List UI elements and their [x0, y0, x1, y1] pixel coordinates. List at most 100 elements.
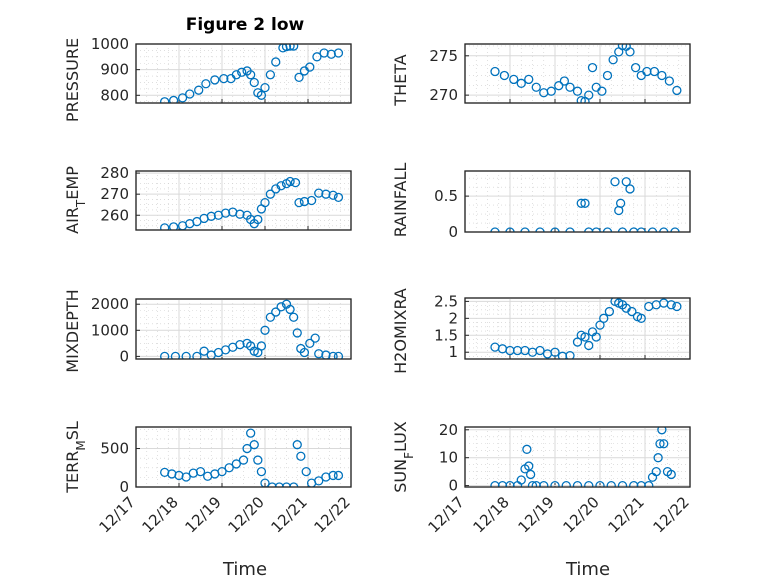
theta-data-point	[531, 82, 541, 92]
mixdepth-panel: 0 1000 2000 MIXDEPTH	[63, 289, 352, 373]
terr-msl-data-point	[249, 440, 259, 450]
pressure-y-tick-label: 1000	[91, 35, 129, 53]
air-temp-data-point	[306, 195, 317, 206]
h2omixra-y-tick-label: 1	[448, 343, 458, 361]
sun-flux-ylabel: SUNFLUX	[391, 421, 416, 493]
sun-flux-data-point	[606, 480, 616, 487]
terr-msl-data-point	[281, 482, 292, 487]
theta-data-point	[649, 66, 660, 77]
mixdepth-data-point	[314, 349, 324, 359]
terr-msl-ylabel-rest: SL	[63, 421, 82, 440]
mixdepth-data-point	[276, 302, 286, 312]
terr-msl-ylabel-sub: M	[74, 440, 88, 450]
mixdepth-data-point	[199, 346, 209, 356]
h2omixra-data-point	[584, 340, 594, 351]
pressure-data-point	[177, 93, 188, 103]
air-temp-axes-border	[135, 170, 352, 231]
terr-msl-data-point	[238, 455, 249, 465]
theta-data-point	[516, 78, 526, 88]
pressure-y-tick-label: 900	[100, 61, 129, 79]
h2omixra-points	[490, 298, 682, 359]
terr-msl-panel: 0 500 12/17 12/18 12/19 12/20 12/21 12/22	[96, 426, 354, 536]
terr-msl-data-point	[242, 443, 252, 454]
mixdepth-data-point	[235, 340, 245, 350]
air-temp-y-tick-label: 260	[100, 206, 129, 224]
sun-flux-data-point	[655, 439, 665, 449]
rainfall-data-point	[670, 227, 680, 232]
air-temp-data-point	[299, 196, 310, 207]
mixdepth-data-point	[328, 351, 338, 359]
air-temp-y-tick-label: 280	[100, 164, 129, 182]
sun-flux-x-tick-label: 12/17	[425, 493, 468, 536]
sun-flux-data-point	[617, 480, 628, 487]
rainfall-data-point	[647, 227, 658, 232]
theta-data-point	[602, 70, 613, 81]
air-temp-ylabel-main: AIR	[63, 207, 82, 234]
mixdepth-data-point	[310, 333, 320, 343]
h2omixra-data-point	[672, 301, 682, 312]
rainfall-data-point	[520, 227, 530, 232]
h2omixra-axes-border	[464, 297, 691, 360]
terr-msl-y-tick-label: 0	[119, 478, 129, 496]
air-temp-data-point	[235, 209, 245, 219]
terr-msl-data-point	[333, 470, 344, 481]
h2omixra-data-point	[627, 306, 637, 317]
h2omixra-data-point	[591, 332, 601, 342]
terr-msl-x-tick-label: 12/20	[225, 493, 268, 536]
pressure-data-point	[249, 77, 259, 88]
mixdepth-data-point	[192, 351, 202, 359]
sun-flux-axes-border	[464, 426, 691, 488]
sun-flux-data-point	[651, 467, 661, 477]
air-temp-data-point	[333, 192, 344, 202]
h2omixra-y-tick-label: 2.5	[434, 292, 458, 310]
h2omixra-data-point	[604, 306, 615, 317]
sun-flux-data-point	[539, 480, 549, 487]
pressure-data-point	[260, 82, 270, 93]
sun-flux-data-point	[653, 453, 663, 463]
rainfall-data-point	[625, 184, 635, 194]
theta-data-point	[617, 44, 628, 51]
terr-msl-data-point	[224, 463, 234, 473]
sun-flux-data-point	[527, 480, 538, 487]
h2omixra-panel: 11.522.5 H2OMIXRA	[391, 288, 691, 374]
terr-msl-data-point	[217, 466, 227, 477]
rainfall-points	[490, 177, 680, 232]
air-temp-data-point	[294, 197, 304, 208]
mixdepth-y-tick-label: 2000	[91, 295, 129, 313]
sun-flux-x-tick-label: 12/18	[470, 493, 513, 536]
terr-msl-data-point	[253, 455, 263, 465]
terr-msl-data-point	[314, 476, 324, 486]
air-temp-data-point	[328, 190, 338, 200]
sun-flux-x-tick-label: 12/19	[515, 493, 558, 536]
mixdepth-y-tick-label: 1000	[91, 321, 129, 339]
mixdepth-data-point	[181, 351, 191, 359]
air-temp-data-point	[321, 189, 331, 199]
h2omixra-data-point	[580, 332, 590, 342]
sun-flux-data-point	[525, 469, 536, 480]
mixdepth-ylabel: MIXDEPTH	[63, 289, 82, 372]
pressure-data-point	[210, 75, 220, 85]
mixdepth-data-point	[260, 325, 270, 335]
sun-flux-ylabel-main: SUN	[391, 459, 410, 493]
theta-data-point	[608, 55, 618, 65]
air-temp-data-point	[271, 184, 281, 194]
x-axis-label-right: Time	[565, 559, 610, 580]
sun-flux-data-point	[524, 461, 534, 471]
air-temp-data-point	[290, 177, 301, 188]
rainfall-data-point	[565, 227, 575, 232]
rainfall-data-point	[580, 198, 590, 208]
air-temp-data-point	[168, 222, 179, 230]
terr-msl-data-point	[195, 466, 206, 477]
terr-msl-x-tick-label: 12/21	[268, 493, 311, 536]
pressure-data-point	[271, 57, 281, 67]
rainfall-y-tick-label: 0	[448, 223, 458, 241]
figure-title: Figure 2 low	[186, 15, 305, 35]
h2omixra-ylabel: H2OMIXRA	[391, 288, 410, 374]
sun-flux-y-tick-label: 10	[439, 449, 458, 467]
rainfall-data-point	[615, 198, 626, 208]
theta-y-tick-label: 270	[429, 86, 458, 104]
sun-flux-points	[490, 427, 676, 487]
theta-data-point	[546, 86, 556, 96]
pressure-data-point	[194, 85, 204, 95]
